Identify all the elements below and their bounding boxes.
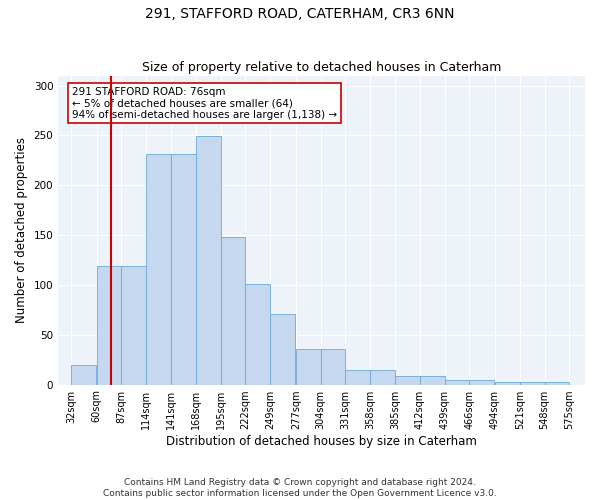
Bar: [270, 314, 295, 384]
Bar: [121, 266, 146, 384]
Bar: [320, 348, 346, 384]
Bar: [520, 382, 545, 384]
Bar: [346, 370, 370, 384]
Bar: [221, 237, 245, 384]
Bar: [71, 364, 96, 384]
Bar: [196, 136, 221, 384]
X-axis label: Distribution of detached houses by size in Caterham: Distribution of detached houses by size …: [166, 434, 477, 448]
Bar: [395, 376, 420, 384]
Text: 291 STAFFORD ROAD: 76sqm
← 5% of detached houses are smaller (64)
94% of semi-de: 291 STAFFORD ROAD: 76sqm ← 5% of detache…: [72, 86, 337, 120]
Bar: [469, 380, 494, 384]
Bar: [171, 154, 196, 384]
Title: Size of property relative to detached houses in Caterham: Size of property relative to detached ho…: [142, 62, 501, 74]
Bar: [445, 380, 469, 384]
Bar: [245, 284, 270, 384]
Y-axis label: Number of detached properties: Number of detached properties: [15, 137, 28, 323]
Text: 291, STAFFORD ROAD, CATERHAM, CR3 6NN: 291, STAFFORD ROAD, CATERHAM, CR3 6NN: [145, 8, 455, 22]
Text: Contains HM Land Registry data © Crown copyright and database right 2024.
Contai: Contains HM Land Registry data © Crown c…: [103, 478, 497, 498]
Bar: [420, 376, 445, 384]
Bar: [97, 266, 121, 384]
Bar: [296, 348, 320, 384]
Bar: [370, 370, 395, 384]
Bar: [545, 382, 569, 384]
Bar: [146, 154, 171, 384]
Bar: [495, 382, 520, 384]
